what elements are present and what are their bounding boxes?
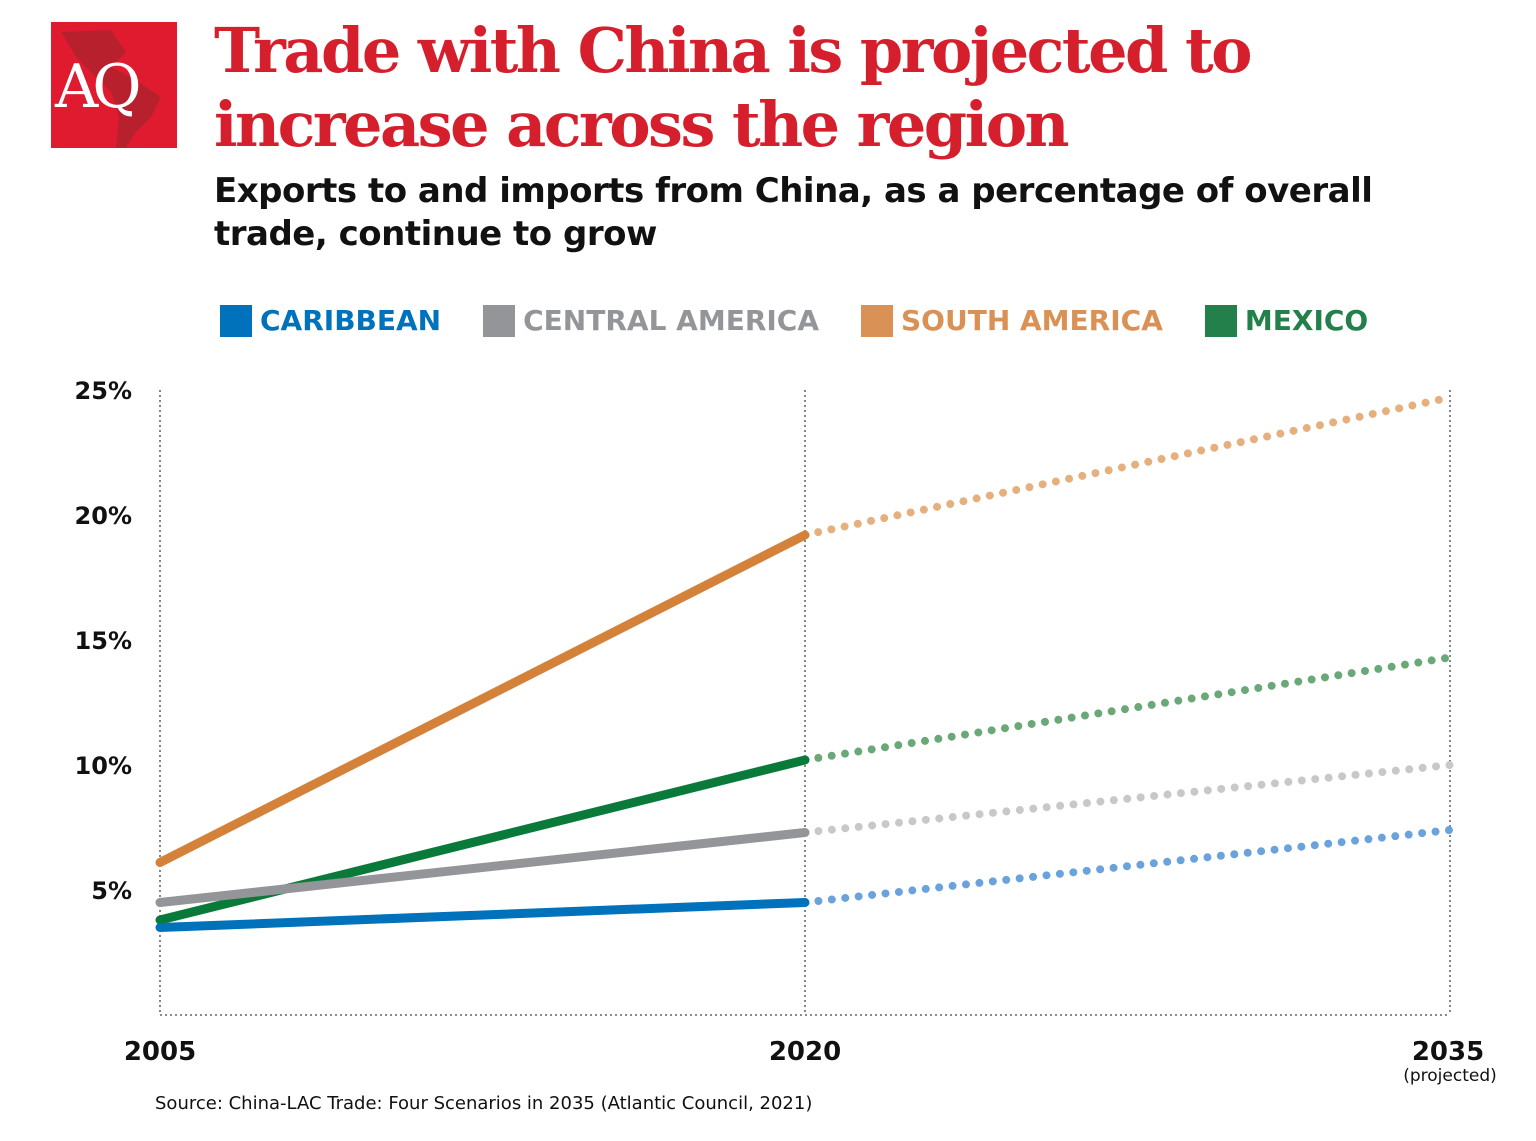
series-line	[155, 828, 810, 907]
logo-text: AQ	[55, 52, 141, 122]
aq-logo: AQ	[51, 22, 177, 148]
legend-label: MEXICO	[1244, 304, 1369, 337]
legend-item: CARIBBEAN	[220, 304, 441, 337]
chart-subtitle: Exports to and imports from China, as a …	[214, 171, 1373, 254]
legend-label: SOUTH AMERICA	[901, 304, 1163, 337]
legend-swatch	[1204, 304, 1237, 337]
x-tick-label: 2035	[1412, 1037, 1484, 1067]
map-silhouette-icon	[61, 30, 161, 148]
legend-label: CARIBBEAN	[260, 304, 442, 337]
y-tick-label: 25%	[75, 377, 132, 405]
legend-item: CENTRAL AMERICA	[483, 304, 819, 337]
series-projected-line	[801, 826, 1454, 907]
x-tick-label: 2020	[769, 1037, 841, 1067]
legend-item: SOUTH AMERICA	[861, 304, 1163, 337]
x-tick-sublabel: (projected)	[1403, 1066, 1497, 1086]
y-tick-label: 20%	[75, 502, 132, 530]
legend-swatch	[861, 304, 894, 337]
series-line	[155, 530, 810, 867]
source-note: Source: China-LAC Trade: Four Scenarios …	[155, 1093, 813, 1114]
y-tick-label: 5%	[91, 877, 132, 905]
legend-swatch	[483, 304, 516, 337]
series-projected-line	[801, 393, 1454, 539]
legend-item: MEXICO	[1204, 304, 1369, 337]
x-tick-label: 2005	[124, 1037, 196, 1067]
series-projected-line	[801, 653, 1454, 764]
series-line	[155, 898, 810, 932]
legend: CARIBBEAN CENTRAL AMERICA SOUTH AMERICA MEX…	[220, 304, 1410, 337]
y-tick-label: 15%	[75, 627, 132, 655]
legend-label: CENTRAL AMERICA	[523, 304, 820, 337]
legend-swatch	[220, 304, 252, 337]
y-tick-label: 10%	[75, 752, 132, 780]
chart-title: Trade with China is projected to increas…	[214, 14, 1252, 161]
series-projected-line	[801, 761, 1454, 837]
